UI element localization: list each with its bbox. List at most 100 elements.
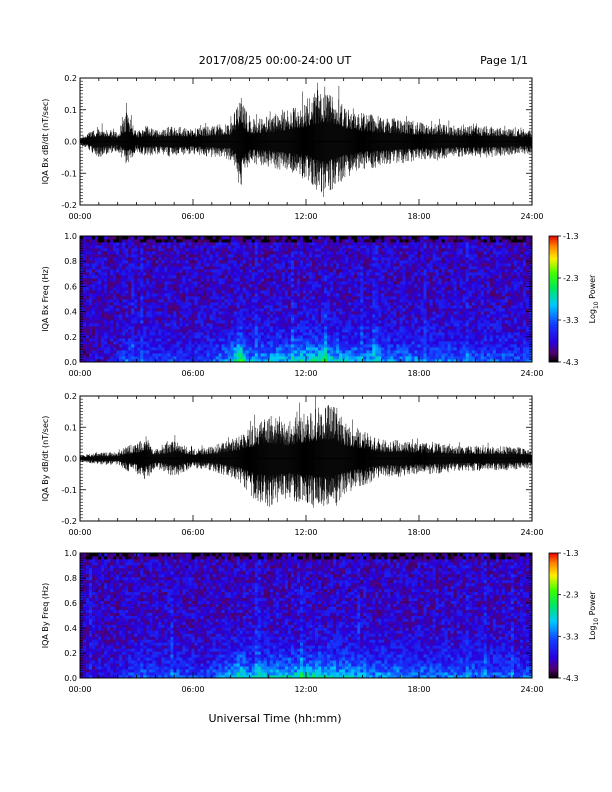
heatmap-cell — [182, 242, 186, 246]
heatmap-cell — [122, 344, 126, 348]
heatmap-cell — [212, 323, 216, 327]
heatmap-cell — [122, 269, 126, 273]
heatmap-cell — [95, 311, 99, 315]
heatmap-cell — [203, 269, 207, 273]
heatmap-cell — [107, 248, 111, 252]
heatmap-cell — [399, 317, 403, 321]
heatmap-cell — [411, 353, 415, 357]
heatmap-cell — [194, 329, 198, 333]
heatmap-cell — [230, 335, 235, 339]
heatmap-cell — [152, 338, 156, 342]
heatmap-cell — [119, 266, 123, 270]
heatmap-cell — [375, 260, 379, 264]
heatmap-cell — [149, 317, 153, 321]
heatmap-cell — [396, 248, 400, 252]
heatmap-cell — [119, 317, 123, 321]
heatmap-cell — [131, 335, 135, 339]
heatmap-cell — [257, 242, 262, 246]
heatmap-cell — [224, 266, 229, 270]
heatmap-cell — [233, 338, 238, 342]
heatmap-cell — [224, 350, 229, 354]
heatmap-cell — [378, 341, 382, 345]
heatmap-cell — [393, 356, 397, 360]
heatmap-cell — [104, 290, 108, 294]
heatmap-cell — [411, 299, 415, 303]
heatmap-cell — [212, 269, 216, 273]
heatmap-cell — [185, 275, 189, 279]
heatmap-cell — [417, 326, 421, 330]
heatmap-cell — [200, 242, 204, 246]
heatmap-cell — [149, 260, 153, 264]
heatmap-cell — [146, 347, 150, 351]
heatmap-cell — [119, 344, 123, 348]
heatmap-cell — [309, 320, 313, 324]
heatmap-cell — [287, 302, 292, 306]
heatmap-cell — [408, 266, 412, 270]
heatmap-cell — [260, 242, 265, 246]
heatmap-cell — [182, 314, 186, 318]
heatmap-cell — [296, 356, 301, 360]
heatmap-cell — [287, 320, 292, 324]
heatmap-cell — [324, 254, 328, 258]
heatmap-cell — [149, 326, 153, 330]
heatmap-cell — [354, 341, 358, 345]
heatmap-cell — [263, 302, 268, 306]
heatmap-cell — [290, 290, 295, 294]
heatmap-cell — [134, 305, 138, 309]
heatmap-cell — [236, 281, 241, 285]
heatmap-cell — [348, 275, 352, 279]
heatmap-cell — [411, 287, 415, 291]
heatmap-cell — [420, 335, 424, 339]
heatmap-cell — [363, 290, 367, 294]
heatmap-cell — [143, 347, 147, 351]
heatmap-cell — [318, 290, 322, 294]
heatmap-cell — [257, 281, 262, 285]
heatmap-cell — [354, 347, 358, 351]
heatmap-cell — [242, 314, 247, 318]
heatmap-cell — [233, 293, 238, 297]
heatmap-cell — [269, 314, 274, 318]
heatmap-cell — [89, 269, 93, 273]
heatmap-cell — [408, 272, 412, 276]
heatmap-cell — [80, 281, 84, 285]
heatmap-cell — [390, 320, 394, 324]
heatmap-cell — [387, 263, 391, 267]
heatmap-cell — [351, 320, 355, 324]
heatmap-cell — [324, 290, 328, 294]
heatmap-cell — [375, 284, 379, 288]
heatmap-cell — [293, 248, 298, 252]
heatmap-cell — [372, 263, 376, 267]
heatmap-cell — [248, 299, 253, 303]
heatmap-cell — [266, 272, 271, 276]
heatmap-cell — [86, 263, 90, 267]
heatmap-cell — [161, 296, 165, 300]
heatmap-cell — [318, 338, 322, 342]
heatmap-cell — [333, 344, 337, 348]
heatmap-cell — [315, 323, 319, 327]
heatmap-cell — [257, 317, 262, 321]
heatmap-cell — [363, 266, 367, 270]
heatmap-cell — [110, 338, 114, 342]
heatmap-cell — [269, 338, 274, 342]
heatmap-cell — [104, 296, 108, 300]
heatmap-cell — [269, 269, 274, 273]
heatmap-cell — [206, 278, 210, 282]
heatmap-cell — [293, 245, 298, 249]
heatmap-cell — [423, 359, 427, 363]
heatmap-cell — [131, 299, 135, 303]
heatmap-cell — [86, 272, 90, 276]
heatmap-cell — [158, 275, 162, 279]
heatmap-cell — [200, 311, 204, 315]
heatmap-cell — [423, 341, 427, 345]
heatmap-cell — [143, 263, 147, 267]
heatmap-cell — [417, 290, 421, 294]
heatmap-cell — [345, 257, 349, 261]
heatmap-cell — [281, 329, 286, 333]
heatmap-cell — [125, 311, 129, 315]
heatmap-cell — [185, 239, 189, 243]
heatmap-cell — [242, 353, 247, 357]
heatmap-cell — [209, 266, 213, 270]
heatmap-cell — [339, 248, 343, 252]
heatmap-cell — [372, 293, 376, 297]
heatmap-cell — [266, 326, 271, 330]
